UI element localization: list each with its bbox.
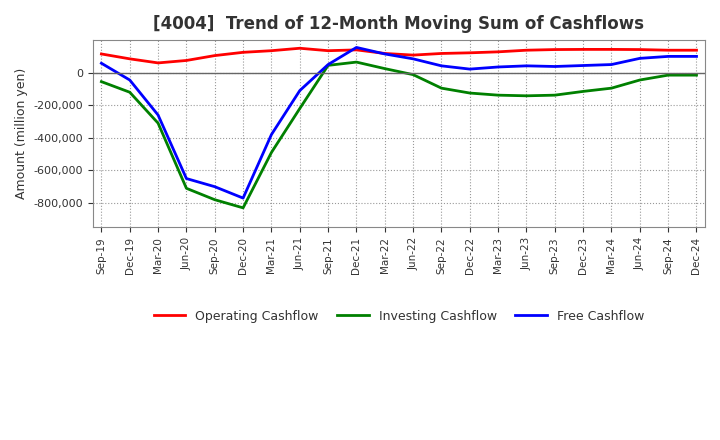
Operating Cashflow [267, 48, 276, 53]
Operating Cashflow [494, 49, 503, 55]
Free Cashflow [607, 62, 616, 67]
Free Cashflow [239, 195, 248, 201]
Free Cashflow [664, 54, 672, 59]
Operating Cashflow [579, 47, 588, 52]
Free Cashflow [295, 88, 304, 93]
Operating Cashflow [352, 47, 361, 52]
Operating Cashflow [551, 47, 559, 52]
Investing Cashflow [494, 92, 503, 98]
Investing Cashflow [551, 92, 559, 98]
Free Cashflow [409, 56, 418, 62]
Operating Cashflow [154, 60, 163, 66]
Operating Cashflow [125, 56, 134, 62]
Free Cashflow [494, 64, 503, 70]
Free Cashflow [97, 61, 106, 66]
Free Cashflow [154, 112, 163, 117]
Operating Cashflow [607, 47, 616, 52]
Investing Cashflow [239, 205, 248, 210]
Operating Cashflow [465, 50, 474, 55]
Free Cashflow [636, 56, 644, 61]
Investing Cashflow [465, 90, 474, 95]
Investing Cashflow [295, 106, 304, 111]
Operating Cashflow [182, 58, 191, 63]
Operating Cashflow [97, 51, 106, 57]
Operating Cashflow [437, 51, 446, 56]
Free Cashflow [267, 132, 276, 137]
Investing Cashflow [267, 150, 276, 155]
Free Cashflow [352, 45, 361, 50]
Free Cashflow [551, 64, 559, 69]
Operating Cashflow [664, 48, 672, 53]
Investing Cashflow [182, 186, 191, 191]
Investing Cashflow [409, 72, 418, 77]
Free Cashflow [437, 63, 446, 69]
Investing Cashflow [97, 79, 106, 84]
Investing Cashflow [437, 85, 446, 91]
Operating Cashflow [636, 47, 644, 52]
Line: Operating Cashflow: Operating Cashflow [102, 48, 696, 63]
Investing Cashflow [352, 59, 361, 65]
Operating Cashflow [210, 53, 219, 58]
Investing Cashflow [636, 77, 644, 83]
Free Cashflow [522, 63, 531, 69]
Operating Cashflow [239, 50, 248, 55]
Free Cashflow [465, 66, 474, 72]
Free Cashflow [380, 51, 389, 57]
Free Cashflow [579, 63, 588, 68]
Operating Cashflow [324, 48, 333, 53]
Investing Cashflow [324, 63, 333, 68]
Investing Cashflow [125, 90, 134, 95]
Investing Cashflow [154, 121, 163, 126]
Line: Free Cashflow: Free Cashflow [102, 48, 696, 198]
Investing Cashflow [664, 73, 672, 78]
Investing Cashflow [579, 89, 588, 94]
Free Cashflow [324, 62, 333, 67]
Free Cashflow [210, 184, 219, 189]
Investing Cashflow [522, 93, 531, 99]
Title: [4004]  Trend of 12-Month Moving Sum of Cashflows: [4004] Trend of 12-Month Moving Sum of C… [153, 15, 644, 33]
Operating Cashflow [295, 46, 304, 51]
Legend: Operating Cashflow, Investing Cashflow, Free Cashflow: Operating Cashflow, Investing Cashflow, … [149, 305, 649, 328]
Investing Cashflow [607, 85, 616, 91]
Operating Cashflow [692, 48, 701, 53]
Investing Cashflow [380, 66, 389, 71]
Y-axis label: Amount (million yen): Amount (million yen) [15, 68, 28, 199]
Operating Cashflow [380, 51, 389, 56]
Line: Investing Cashflow: Investing Cashflow [102, 62, 696, 208]
Investing Cashflow [692, 73, 701, 78]
Operating Cashflow [409, 52, 418, 58]
Free Cashflow [182, 176, 191, 181]
Free Cashflow [692, 54, 701, 59]
Free Cashflow [125, 77, 134, 83]
Investing Cashflow [210, 197, 219, 202]
Operating Cashflow [522, 48, 531, 53]
